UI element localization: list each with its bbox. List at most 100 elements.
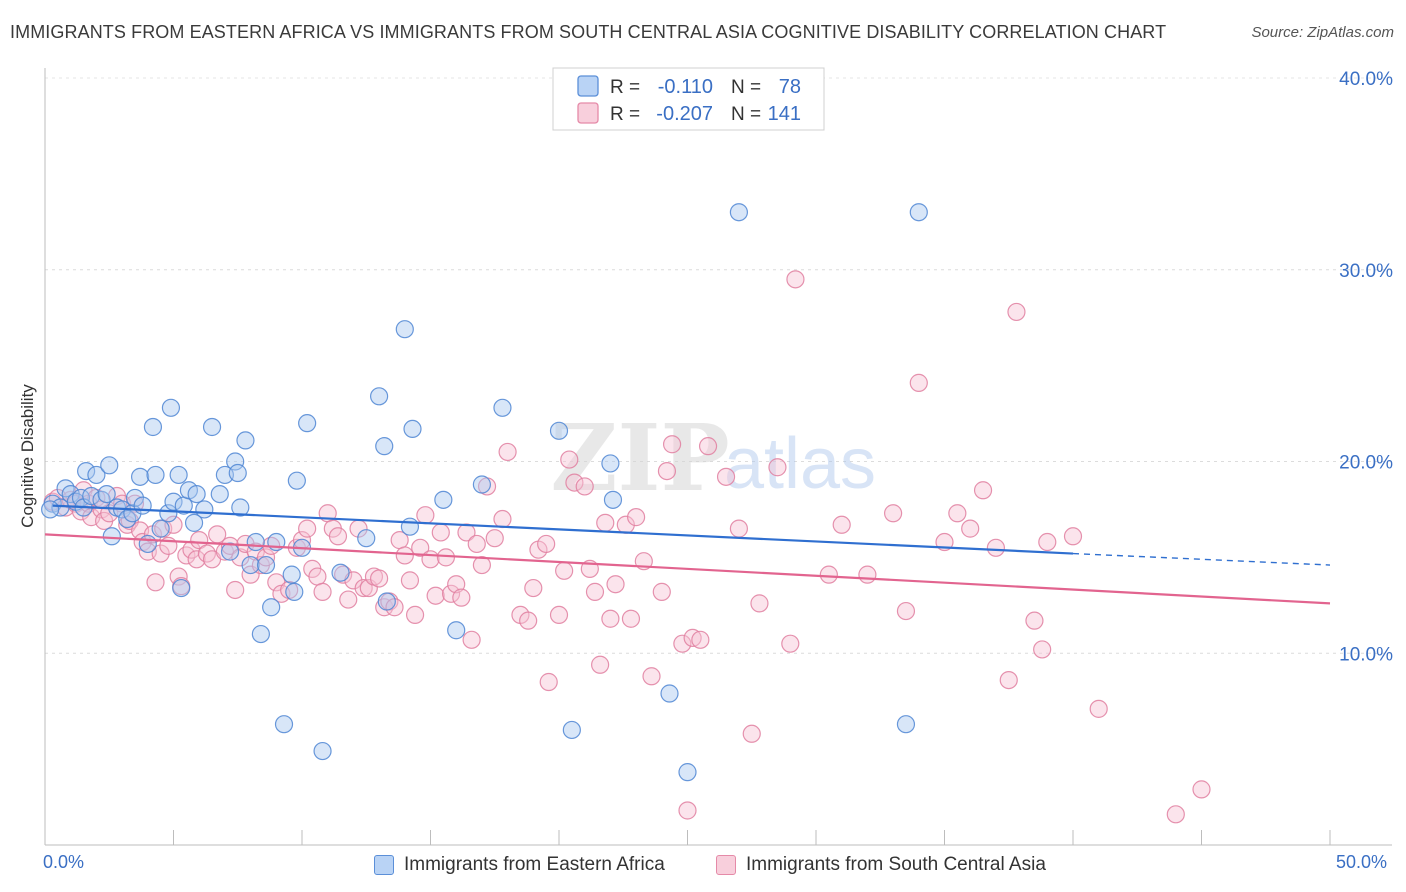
data-point [678, 763, 697, 782]
data-point [334, 565, 353, 584]
data-point [87, 465, 106, 485]
data-point [591, 655, 610, 674]
data-point [642, 667, 661, 686]
data-point [452, 588, 471, 607]
data-point [177, 546, 196, 565]
data-point [161, 398, 181, 417]
data-point [411, 538, 430, 557]
data-point [742, 724, 761, 743]
data-point [519, 611, 538, 630]
data-point [159, 504, 178, 523]
data-point [493, 509, 512, 529]
data-point [472, 555, 491, 575]
data-point [357, 529, 376, 548]
legend-n-label: N = [731, 77, 761, 98]
data-point [601, 454, 620, 473]
data-point [1033, 640, 1052, 659]
data-point [832, 515, 851, 534]
data-point [236, 431, 255, 450]
data-point [298, 519, 317, 538]
data-point [549, 421, 569, 440]
legend-label-south-central-asia: Immigrants from South Central Asia [746, 854, 1046, 875]
legend-label-eastern-africa: Immigrants from Eastern Africa [404, 854, 665, 875]
source-note: Source: ZipAtlas.com [1251, 24, 1394, 41]
data-point [246, 532, 265, 552]
data-point [652, 582, 671, 601]
series-eastern-africa [41, 203, 928, 782]
data-point [133, 496, 152, 515]
data-point [606, 575, 625, 594]
data-point [909, 373, 928, 392]
data-point [313, 741, 332, 761]
series-south-central-asia [43, 270, 1211, 824]
data-point [169, 465, 188, 485]
data-point [786, 270, 805, 289]
watermark-atlas: atlas [724, 424, 876, 504]
data-point [1038, 532, 1057, 552]
data-point [125, 488, 145, 508]
data-point [729, 519, 749, 538]
data-point [1025, 611, 1044, 630]
data-point [220, 536, 240, 555]
data-point [375, 437, 394, 456]
data-point [220, 542, 240, 561]
data-point [190, 531, 209, 550]
data-point [400, 517, 420, 536]
data-point [601, 609, 620, 628]
data-point [172, 578, 191, 598]
data-point [948, 504, 967, 523]
data-point [858, 565, 877, 584]
data-point [691, 630, 710, 649]
data-point [585, 582, 605, 601]
data-point [395, 320, 414, 339]
data-point [485, 529, 504, 548]
data-point [973, 481, 993, 500]
data-point [241, 555, 260, 575]
data-point [251, 624, 270, 644]
data-point [537, 534, 556, 554]
data-point [274, 715, 294, 734]
y-axis-title: Cognitive Disability [18, 384, 37, 528]
data-point [118, 509, 137, 529]
legend-n-value: 141 [768, 103, 801, 125]
legend-r-label: R = [610, 77, 640, 98]
data-point [603, 490, 623, 509]
trend-line-south-central-asia [44, 533, 1331, 605]
data-point [562, 720, 581, 740]
data-point [781, 634, 800, 653]
data-point [565, 473, 584, 492]
data-point [210, 484, 229, 504]
data-point [403, 419, 422, 439]
data-point [143, 417, 163, 437]
data-point [41, 500, 60, 519]
data-point [231, 498, 250, 517]
data-point [195, 500, 214, 519]
data-point [77, 461, 96, 481]
x-tick-label-max: 50.0% [1336, 852, 1388, 872]
legend-n-value: 78 [779, 76, 801, 98]
legend-item-eastern-africa[interactable]: Immigrants from Eastern Africa [374, 854, 665, 876]
data-point [498, 442, 517, 462]
data-point [621, 609, 641, 628]
chart-title: IMMIGRANTS FROM EASTERN AFRICA VS IMMIGR… [10, 22, 1167, 42]
data-point [986, 538, 1006, 557]
trend-line-eastern-africa [52, 504, 1074, 555]
data-point [151, 519, 170, 538]
data-point [462, 630, 481, 649]
data-point [549, 605, 569, 625]
legend-item-south-central-asia[interactable]: Immigrants from South Central Asia [716, 854, 1046, 876]
data-point [1089, 699, 1108, 718]
data-point [1007, 302, 1026, 322]
data-point [729, 203, 749, 222]
data-point [426, 586, 445, 605]
data-point [421, 550, 440, 569]
data-point [298, 414, 317, 433]
data-point [1192, 780, 1211, 799]
data-point [673, 634, 692, 653]
data-point [146, 573, 165, 592]
data-point [472, 475, 491, 494]
data-point [339, 590, 358, 609]
data-point [100, 456, 119, 475]
data-point [187, 484, 206, 504]
